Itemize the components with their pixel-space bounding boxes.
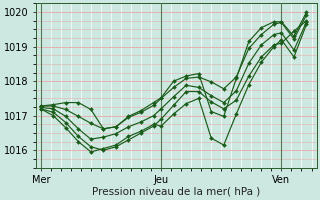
X-axis label: Pression niveau de la mer( hPa ): Pression niveau de la mer( hPa )	[92, 187, 260, 197]
